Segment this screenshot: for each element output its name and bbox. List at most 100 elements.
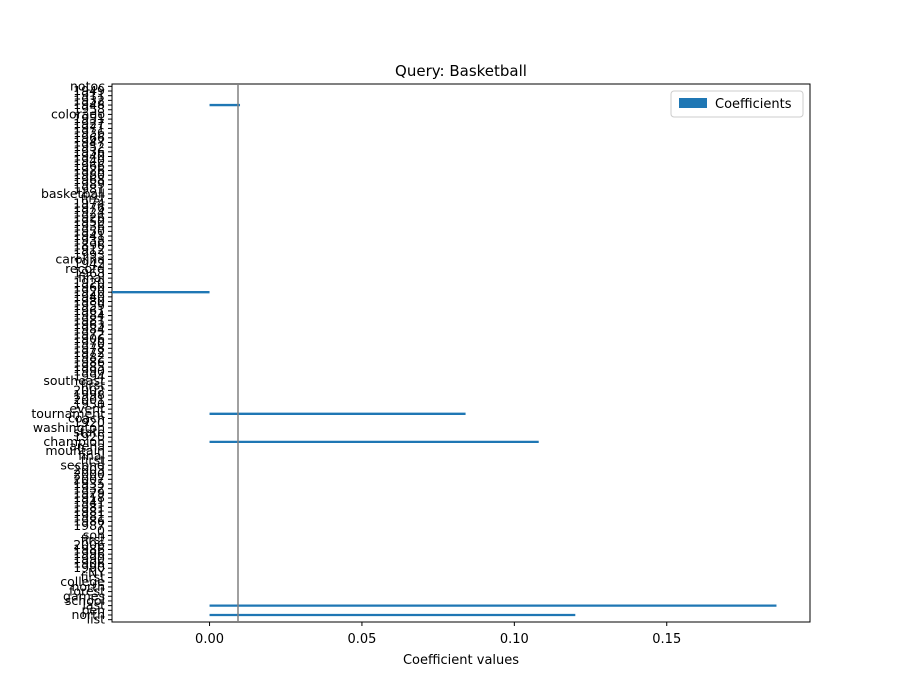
y-tick-label: 1981 [73, 181, 105, 196]
y-tick-label: 1958 [73, 102, 105, 117]
y-tick-label: colorado [51, 106, 105, 121]
y-tick-label: 1966 [73, 130, 105, 145]
y-tick-label: 1926 [73, 163, 105, 178]
y-tick-label: first [81, 570, 106, 585]
y-tick-label: north [71, 579, 105, 594]
y-tick-label: 1980 [73, 294, 105, 309]
y-tick-label: 1924 [73, 205, 105, 220]
y-tick-label: 1941 [73, 228, 105, 243]
y-tick-label: first [81, 378, 106, 393]
y-tick-label: 1920 [73, 429, 105, 444]
x-axis-ticks: 0.00 0.05 0.10 0.15 [195, 622, 681, 647]
y-tick-label: first [81, 453, 106, 468]
y-tick-label: 1963 [73, 317, 105, 332]
y-tick-label: 1971 [73, 120, 105, 135]
y-tick-label: mountain [45, 443, 105, 458]
y-tick-label: 1968 [73, 172, 105, 187]
y-tick-label: 1990 [73, 551, 105, 566]
y-tick-label: list [87, 612, 105, 627]
y-tick-label: NY [88, 565, 105, 580]
y-tick-label: 1950 [73, 396, 105, 411]
y-tick-label: 1990 [73, 560, 105, 575]
x-tick-label: 0.10 [500, 632, 529, 647]
y-tick-label: 1961 [73, 303, 105, 318]
y-tick-label: 1950 [73, 214, 105, 229]
y-tick-label: 2003 [73, 462, 105, 477]
y-tick-label: 1986 [73, 541, 105, 556]
y-tick-label: 1947 [73, 134, 105, 149]
y-tick-label: 1920 [73, 415, 105, 430]
y-tick-label: 1935 [73, 476, 105, 491]
y-tick-label: 1911 [73, 88, 105, 103]
y-tick-label: 1970 [73, 336, 105, 351]
y-tick-label: 2001 [73, 392, 105, 407]
y-tick-label: 1985 [73, 359, 105, 374]
y-tick-label: southeast [43, 373, 105, 388]
y-tick-label: 1906 [73, 556, 105, 571]
y-tick-label: 1976 [73, 200, 105, 215]
x-tick-label: 0.00 [195, 632, 224, 647]
legend: Coefficients [670, 90, 804, 118]
y-tick-label: washington [33, 420, 105, 435]
y-tick-label: 0 [97, 523, 105, 538]
y-tick-label: 1996 [73, 546, 105, 561]
y-tick-label: 1981 [73, 504, 105, 519]
y-tick-label: 1986 [73, 513, 105, 528]
y-tick-label: state [73, 425, 105, 440]
y-tick-label: son [83, 527, 105, 542]
y-tick-label: 1981 [73, 509, 105, 524]
y-tick-label: 1960 [73, 280, 105, 295]
y-tick-label: north [71, 607, 105, 622]
y-tick-label: first [81, 191, 106, 206]
y-tick-label: 1981 [73, 499, 105, 514]
y-tick-label: arena [69, 439, 105, 454]
y-tick-label: 2007 [73, 471, 105, 486]
y-tick-label: 1990 [73, 364, 105, 379]
y-tick-label: 1966 [73, 158, 105, 173]
y-tick-label: 1959 [73, 298, 105, 313]
y-tick-label: tournament [31, 406, 105, 421]
y-tick-label: coach [68, 410, 105, 425]
y-tick-label: 1972 [73, 326, 105, 341]
y-tick-label: 1936 [73, 125, 105, 140]
y-tick-label: 1949 [73, 83, 105, 98]
y-tick-label: 2000 [73, 467, 105, 482]
y-tick-label: 1980 [73, 167, 105, 182]
y-tick-label: final [78, 448, 105, 463]
y-tick-label: 2002 [73, 382, 105, 397]
y-tick-label: 1936 [73, 219, 105, 234]
y-tick-label: 1940 [73, 153, 105, 168]
y-tick-label: college [60, 574, 105, 589]
y-tick-label: 1929 [73, 485, 105, 500]
y-tick-label: 1978 [73, 340, 105, 355]
y-tick-label: 1920 [73, 284, 105, 299]
y-tick-label: 1994 [73, 368, 105, 383]
y-tick-label: 1987 [73, 518, 105, 533]
y-tick-label: 1952 [73, 139, 105, 154]
y-tick-label: 1942 [73, 256, 105, 271]
y-tick-label: 1984 [73, 322, 105, 337]
y-tick-label: 1986 [73, 354, 105, 369]
x-tick-label: 0.15 [652, 632, 681, 647]
y-tick-label: 1950 [73, 223, 105, 238]
y-tick-label: 1926 [73, 209, 105, 224]
y-tick-label: 1998 [73, 387, 105, 402]
y-tick-label: 1932 [73, 92, 105, 107]
y-tick-label: 1932 [73, 481, 105, 496]
y-tick-label: basketball [41, 186, 105, 201]
y-tick-label: 1912 [73, 242, 105, 257]
y-tick-label: 1920 [73, 275, 105, 290]
y-tick-label: carolina [55, 251, 105, 266]
legend-label-coefficients: Coefficients [715, 97, 792, 112]
y-tick-label: 1981 [73, 312, 105, 327]
y-tick-label: school [65, 593, 105, 608]
y-tick-label: 1968 [73, 265, 105, 280]
y-tick-label: 1982 [73, 350, 105, 365]
y-tick-label: 1993 [73, 247, 105, 262]
y-tick-label: 1951 [73, 111, 105, 126]
y-tick-label: last [82, 598, 105, 613]
y-tick-label: 2006 [73, 537, 105, 552]
y-tick-label: 1972 [73, 345, 105, 360]
